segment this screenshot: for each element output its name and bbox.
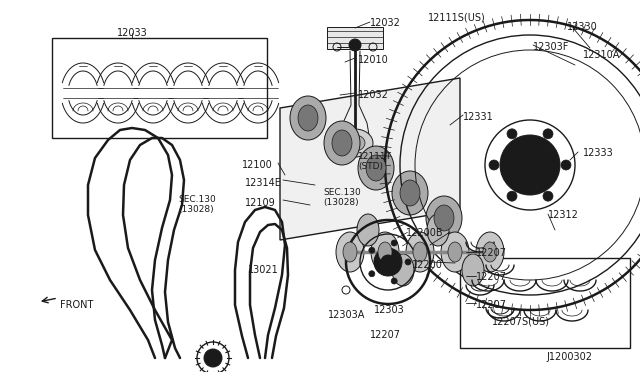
Text: 12033: 12033	[116, 28, 147, 38]
Circle shape	[369, 247, 375, 253]
Text: 12310A: 12310A	[583, 50, 620, 60]
Text: FRONT: FRONT	[60, 300, 93, 310]
Ellipse shape	[298, 105, 318, 131]
Text: 12032: 12032	[370, 18, 401, 28]
Ellipse shape	[426, 196, 462, 240]
Text: 12303: 12303	[374, 305, 404, 315]
Ellipse shape	[332, 130, 352, 156]
Circle shape	[204, 349, 222, 367]
Ellipse shape	[392, 254, 414, 286]
Ellipse shape	[392, 171, 428, 215]
Ellipse shape	[448, 242, 462, 262]
Text: 12312: 12312	[548, 210, 579, 220]
Ellipse shape	[336, 232, 364, 272]
Circle shape	[507, 191, 517, 201]
Circle shape	[522, 157, 538, 173]
Ellipse shape	[462, 254, 484, 286]
Text: 12303A: 12303A	[328, 310, 365, 320]
Circle shape	[349, 39, 361, 51]
Text: 12200: 12200	[412, 260, 443, 270]
Ellipse shape	[357, 214, 379, 246]
Text: 12330: 12330	[567, 22, 598, 32]
Ellipse shape	[378, 242, 392, 262]
Bar	[327, 27, 383, 49]
Ellipse shape	[358, 146, 394, 190]
Ellipse shape	[483, 242, 497, 262]
Text: 12111T
(STD): 12111T (STD)	[358, 152, 392, 171]
Circle shape	[209, 354, 217, 362]
Text: 12207: 12207	[476, 272, 507, 282]
Ellipse shape	[343, 242, 357, 262]
Text: J1200302: J1200302	[546, 352, 592, 362]
Ellipse shape	[427, 214, 449, 246]
Ellipse shape	[366, 155, 386, 181]
Text: 12111S(US): 12111S(US)	[428, 12, 486, 22]
Ellipse shape	[400, 180, 420, 206]
Ellipse shape	[413, 242, 427, 262]
Text: 12109: 12109	[245, 198, 276, 208]
Text: 12314E: 12314E	[245, 178, 282, 188]
Text: 12207: 12207	[370, 330, 401, 340]
Bar	[52, 38, 267, 138]
Ellipse shape	[434, 205, 454, 231]
Circle shape	[489, 160, 499, 170]
Circle shape	[507, 129, 517, 139]
Text: 12100: 12100	[242, 160, 273, 170]
Polygon shape	[280, 78, 460, 240]
Text: 12333: 12333	[583, 148, 614, 158]
Circle shape	[543, 129, 553, 139]
Circle shape	[381, 255, 395, 269]
Circle shape	[405, 259, 411, 265]
Text: 12200B: 12200B	[406, 228, 444, 238]
Ellipse shape	[290, 96, 326, 140]
Ellipse shape	[371, 232, 399, 272]
Circle shape	[500, 135, 560, 195]
Circle shape	[369, 271, 375, 277]
Ellipse shape	[441, 232, 469, 272]
Circle shape	[391, 278, 397, 284]
Circle shape	[543, 191, 553, 201]
Circle shape	[561, 160, 571, 170]
Text: SEC.130
(13028): SEC.130 (13028)	[178, 195, 216, 214]
Text: 12207: 12207	[476, 300, 507, 310]
Circle shape	[374, 248, 402, 276]
Circle shape	[512, 147, 548, 183]
Text: SEC.130
(13028): SEC.130 (13028)	[323, 188, 361, 208]
Text: 13021: 13021	[248, 265, 279, 275]
Text: 12207S(US): 12207S(US)	[492, 316, 550, 326]
Circle shape	[391, 240, 397, 246]
Text: 12010: 12010	[358, 55, 388, 65]
Ellipse shape	[324, 121, 360, 165]
Bar	[350, 42, 360, 48]
Text: 12032: 12032	[358, 90, 389, 100]
Text: 12207: 12207	[476, 248, 507, 258]
Text: 12303F: 12303F	[533, 42, 570, 52]
Text: 12331: 12331	[463, 112, 493, 122]
Ellipse shape	[476, 232, 504, 272]
Bar	[460, 258, 630, 348]
Ellipse shape	[345, 135, 365, 151]
Ellipse shape	[337, 129, 373, 157]
Ellipse shape	[406, 232, 434, 272]
